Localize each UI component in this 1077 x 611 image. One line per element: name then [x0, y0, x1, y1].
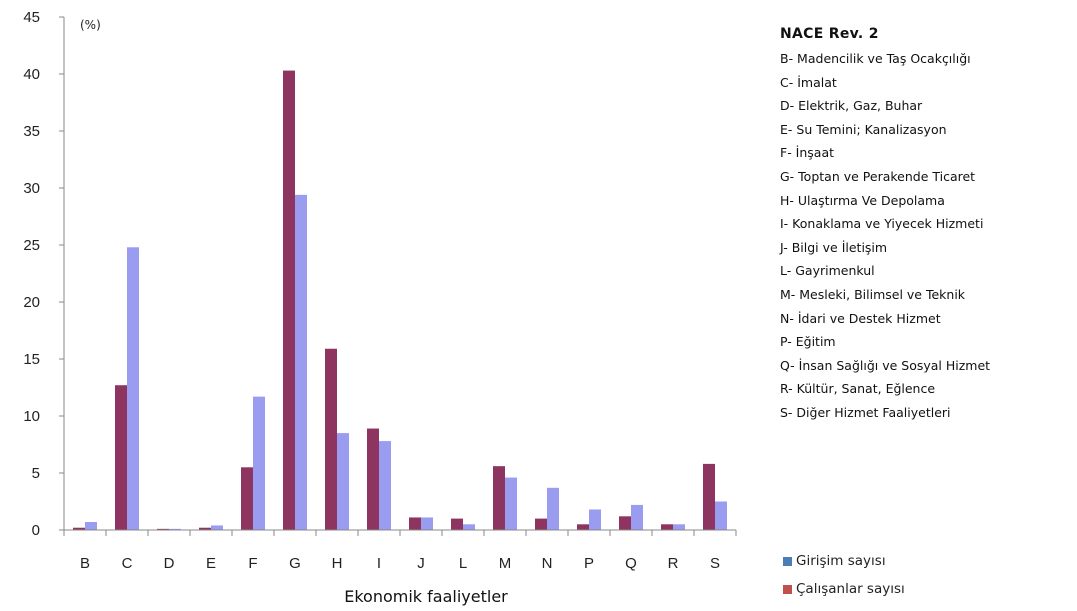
chart-legend: Girişim sayısı Çalışanlar sayısı — [783, 547, 905, 603]
x-tick-label: E — [206, 555, 216, 572]
nace-item: E- Su Temini; Kanalizasyon — [780, 121, 947, 137]
x-tick-label: L — [459, 555, 467, 572]
nace-item: J- Bilgi ve İletişim — [780, 239, 888, 255]
nace-item: H- Ulaştırma Ve Depolama — [780, 192, 945, 208]
nace-item: B- Madencilik ve Taş Ocakçılığı — [780, 51, 971, 66]
bar-series-group — [73, 70, 727, 530]
x-tick-label: C — [122, 555, 133, 572]
y-tick-label: 40 — [23, 66, 40, 83]
bar-N-girisim — [547, 487, 559, 530]
x-tick-label: J — [417, 555, 425, 572]
bar-I-calisanlar — [367, 428, 379, 530]
bar-B-girisim — [85, 522, 97, 530]
y-tick-label: 20 — [23, 294, 40, 311]
bar-R-calisanlar — [661, 524, 673, 530]
bar-C-calisanlar — [115, 385, 127, 530]
x-tick-label: G — [289, 555, 301, 572]
bar-C-girisim — [127, 247, 139, 530]
nace-item: G- Toptan ve Perakende Ticaret — [780, 168, 976, 184]
bar-E-girisim — [211, 525, 223, 530]
bar-P-girisim — [589, 509, 601, 530]
bar-B-calisanlar — [73, 527, 85, 530]
nace-item: M- Mesleki, Bilimsel ve Teknik — [780, 286, 966, 302]
x-tick-label: F — [248, 555, 257, 572]
x-tick-label: M — [499, 555, 512, 572]
bar-R-girisim — [673, 524, 685, 530]
nace-item: P- Eğitim — [780, 334, 836, 350]
legend-item-girisim: Girişim sayısı — [783, 547, 905, 575]
x-tick-label: R — [668, 555, 679, 572]
nace-item: N- İdari ve Destek Hizmet — [780, 310, 941, 326]
bar-F-girisim — [253, 396, 265, 530]
bar-F-calisanlar — [241, 467, 253, 530]
y-unit-label: (%) — [80, 18, 101, 32]
nace-title: NACE Rev. 2 — [780, 26, 879, 42]
bar-S-girisim — [715, 501, 727, 530]
y-tick-label: 15 — [23, 351, 40, 368]
bar-G-calisanlar — [283, 70, 295, 530]
bar-H-calisanlar — [325, 348, 337, 530]
legend-item-calisanlar: Çalışanlar sayısı — [783, 575, 905, 603]
y-tick-label: 30 — [23, 180, 40, 197]
bar-L-calisanlar — [451, 518, 463, 530]
y-tick-label: 10 — [23, 408, 40, 425]
nace-item: R- Kültür, Sanat, Eğlence — [780, 381, 936, 397]
bar-J-calisanlar — [409, 517, 421, 530]
x-tick-label: H — [332, 555, 343, 572]
bar-D-girisim — [169, 528, 181, 530]
bar-N-calisanlar — [535, 518, 547, 530]
y-tick-label: 35 — [23, 123, 40, 140]
bar-M-calisanlar — [493, 466, 505, 530]
nace-item: I- Konaklama ve Yiyecek Hizmeti — [780, 216, 984, 232]
legend-swatch-calisanlar — [783, 584, 792, 594]
nace-item: Q- İnsan Sağlığı ve Sosyal Hizmet — [780, 357, 991, 373]
nace-items: B- Madencilik ve Taş Ocakçılığı C- İmala… — [780, 48, 1075, 426]
y-tick-label: 0 — [32, 522, 40, 539]
y-tick-label: 45 — [23, 9, 40, 26]
legend-label-girisim: Girişim sayısı — [796, 553, 886, 569]
y-axis: 0 5 10 15 20 25 30 35 40 45 — [23, 9, 65, 539]
bar-P-calisanlar — [577, 524, 589, 530]
nace-code-list: NACE Rev. 2 B- Madencilik ve Taş Ocakçıl… — [780, 26, 1075, 426]
bar-S-calisanlar — [703, 463, 715, 530]
bar-E-calisanlar — [199, 527, 211, 530]
bar-I-girisim — [379, 441, 391, 530]
bar-J-girisim — [421, 517, 433, 530]
x-tick-label: I — [377, 555, 381, 572]
x-tick-label: P — [584, 555, 594, 572]
bar-Q-calisanlar — [619, 516, 631, 530]
x-tick-label: D — [164, 555, 175, 572]
y-tick-label: 5 — [32, 465, 40, 482]
x-tick-label: N — [542, 555, 553, 572]
nace-item: S- Diğer Hizmet Faaliyetleri — [780, 404, 951, 420]
bar-L-girisim — [463, 524, 475, 530]
x-tick-label: S — [710, 555, 720, 572]
bar-D-calisanlar — [157, 528, 169, 530]
x-tick-label: B — [80, 555, 90, 572]
x-tick-label: Q — [625, 555, 637, 572]
bar-Q-girisim — [631, 504, 643, 530]
x-axis-title: Ekonomik faaliyetler — [344, 587, 508, 606]
legend-label-calisanlar: Çalışanlar sayısı — [796, 581, 905, 597]
bar-G-girisim — [295, 194, 307, 530]
nace-item: C- İmalat — [780, 74, 837, 90]
nace-item: L- Gayrimenkul — [780, 263, 875, 279]
legend-swatch-girisim — [783, 556, 792, 566]
bar-H-girisim — [337, 433, 349, 530]
nace-item: D- Elektrik, Gaz, Buhar — [780, 98, 923, 114]
nace-item: F- İnşaat — [780, 145, 835, 161]
bar-M-girisim — [505, 477, 517, 530]
y-tick-label: 25 — [23, 237, 40, 254]
